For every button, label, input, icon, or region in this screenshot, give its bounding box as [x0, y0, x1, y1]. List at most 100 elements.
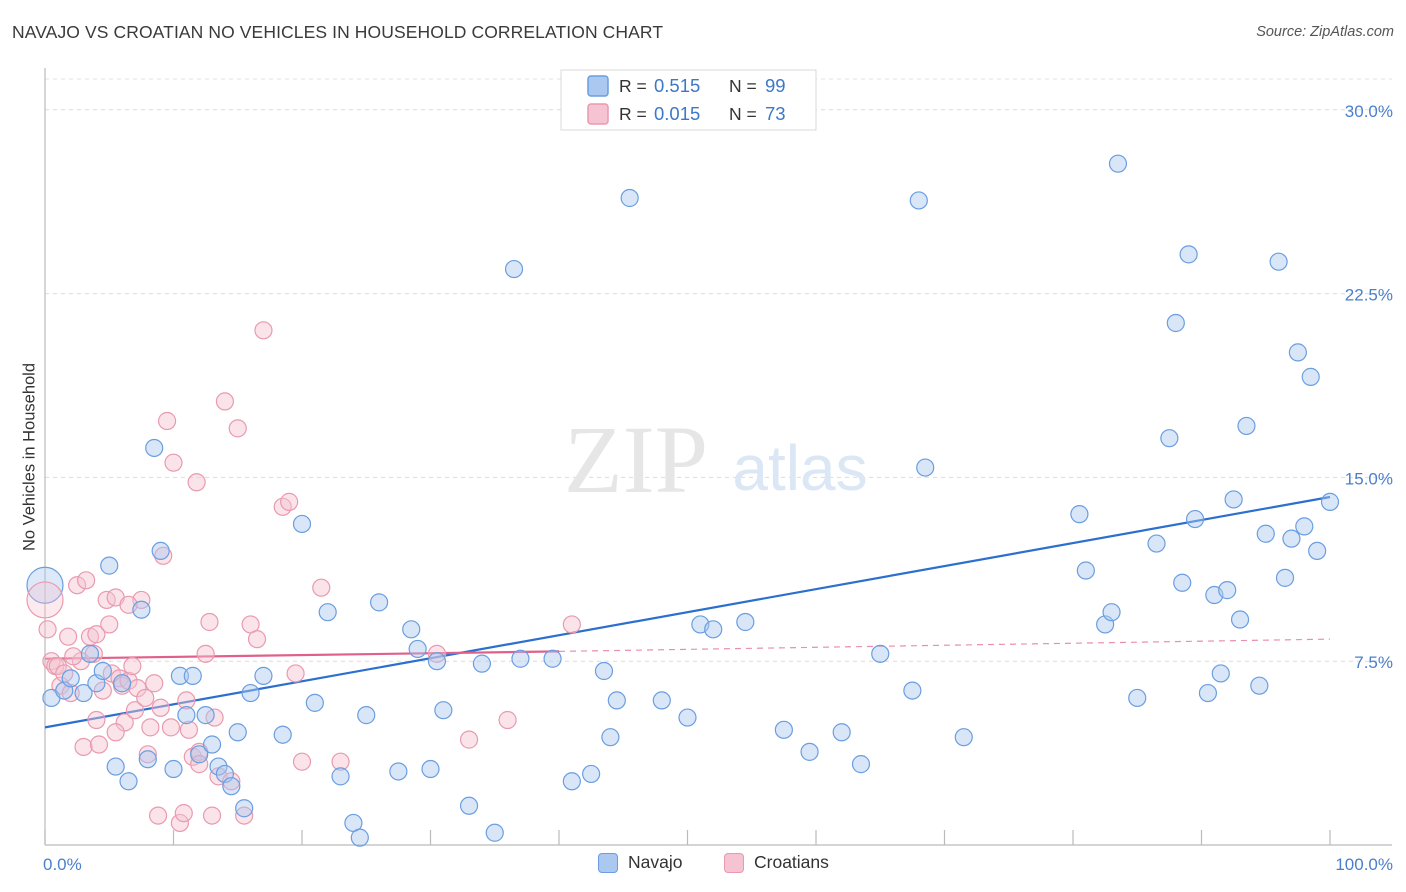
navajo-point: [389, 762, 408, 781]
watermark-atlas: atlas: [732, 432, 867, 504]
navajo-point: [119, 772, 138, 791]
navajo-point: [350, 828, 369, 847]
navajo-point: [1230, 610, 1250, 629]
navajo-point: [434, 701, 453, 720]
tick-labels: 7.5% 15.0% 22.5% 30.0% 0.0% 100.0%: [43, 102, 1393, 874]
x-tick-label-min: 0.0%: [43, 855, 82, 874]
croatians-point: [177, 691, 196, 710]
croatians-point: [215, 392, 234, 411]
croatians-point: [196, 644, 215, 663]
navajo-point: [273, 725, 292, 744]
navajo-point: [1275, 568, 1295, 587]
navajo-point: [620, 188, 639, 208]
navajo-n-label: N =: [729, 76, 757, 96]
croatians-point: [459, 730, 479, 749]
navajo-point: [607, 691, 626, 710]
croatians-point: [190, 755, 209, 774]
navajo-n-value: 99: [765, 75, 786, 96]
navajo-point: [331, 767, 350, 786]
navajo-point: [235, 799, 254, 818]
y-tick-label: 15.0%: [1345, 469, 1393, 488]
navajo-point: [1179, 245, 1198, 264]
navajo-point: [1288, 343, 1307, 362]
croatians-point: [64, 647, 83, 666]
croatians-point: [200, 612, 219, 632]
croatians-point: [247, 630, 267, 649]
navajo-point: [1128, 688, 1147, 708]
y-tick-label: 22.5%: [1345, 286, 1393, 305]
croatians-point: [125, 701, 145, 720]
navajo-point: [100, 556, 119, 575]
navajo-point: [1108, 154, 1128, 173]
croatians-point: [100, 615, 119, 634]
navajo-point: [112, 674, 132, 693]
navajo-point-large: [26, 566, 64, 604]
navajo-point: [459, 796, 479, 815]
navajo-point: [1102, 603, 1121, 622]
croatians-point: [164, 453, 183, 472]
navajo-point: [222, 777, 241, 796]
navajo-point: [1218, 581, 1237, 600]
croatians-point: [498, 710, 517, 730]
croatians-point: [228, 419, 247, 438]
navajo-point: [106, 757, 125, 776]
chart-title: NAVAJO VS CROATIAN NO VEHICLES IN HOUSEH…: [12, 22, 664, 42]
navajo-point: [164, 759, 183, 779]
croatians-point: [68, 576, 87, 595]
navajo-r-value: 0.515: [654, 75, 700, 96]
navajo-point: [1076, 561, 1095, 580]
navajo-point: [851, 755, 871, 774]
croatians-point: [123, 656, 142, 676]
navajo-point: [318, 603, 337, 622]
navajo-point: [132, 600, 151, 619]
croatians-point: [87, 710, 106, 730]
navajo-point: [196, 706, 215, 725]
navajo-point: [292, 514, 312, 534]
croatians-point: [235, 806, 254, 825]
navajo-point: [1320, 492, 1340, 511]
navajo-point: [594, 661, 614, 681]
navajo-point: [1160, 429, 1179, 448]
croatians-r-value: 0.015: [654, 103, 700, 124]
croatians-point: [89, 735, 109, 754]
gridlines: [45, 78, 1392, 662]
navajo-point: [202, 735, 222, 754]
navajo-point: [74, 683, 93, 703]
navajo-point: [61, 669, 80, 688]
navajo-point: [1224, 490, 1243, 509]
navajo-point: [305, 693, 324, 712]
croatians-n-label: N =: [729, 104, 757, 124]
navajo-point: [582, 764, 601, 784]
croatians-point: [74, 737, 93, 757]
croatians-point: [157, 411, 177, 431]
croatians-point: [106, 723, 125, 742]
croatians-point: [141, 718, 160, 737]
croatians-point: [38, 620, 57, 639]
series-legend: Navajo Croatians: [0, 852, 1406, 878]
navajo-point: [736, 612, 755, 632]
legend-item-croatians[interactable]: Croatians: [724, 852, 829, 873]
croatians-point: [202, 806, 222, 825]
watermark-zip: ZIP: [564, 406, 708, 513]
legend-item-navajo[interactable]: Navajo: [598, 852, 682, 873]
axes: [44, 68, 1392, 846]
croatians-point: [292, 752, 312, 771]
navajo-point: [562, 772, 581, 791]
navajo-point: [652, 691, 671, 710]
croatians-point: [427, 644, 447, 663]
croatians-point: [77, 571, 96, 590]
navajo-point: [1308, 541, 1327, 561]
x-tick-label-max: 100.0%: [1335, 855, 1393, 874]
navajo-point: [421, 759, 440, 779]
y-tick-label: 30.0%: [1345, 102, 1393, 121]
navajo-point: [800, 742, 819, 761]
croatians-point: [136, 688, 155, 708]
croatians-point: [161, 718, 181, 737]
croatians-point: [222, 772, 241, 791]
navajo-point: [241, 683, 260, 703]
croatians-point: [254, 321, 273, 340]
stats-legend: R = 0.515 N = 99 R = 0.015 N = 73: [560, 69, 817, 131]
navajo-point: [903, 681, 922, 700]
navajo-point: [1185, 509, 1205, 529]
